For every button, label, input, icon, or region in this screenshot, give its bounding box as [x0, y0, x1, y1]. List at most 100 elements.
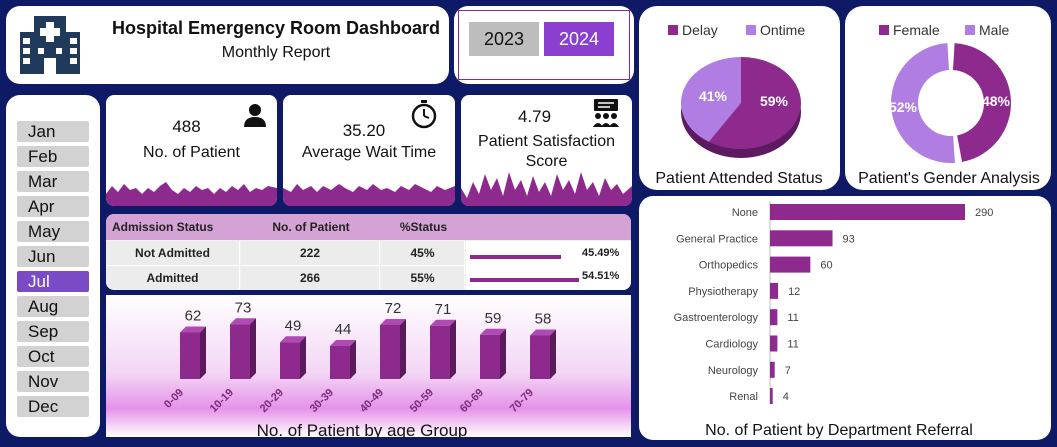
month-button-jun[interactable]: Jun	[17, 246, 89, 267]
department-referral-chart: None 290 General Practice 93 Orthopedics 60 Ph…	[639, 196, 1051, 440]
month-button-apr[interactable]: Apr	[17, 196, 89, 217]
tick-label: 60-69	[458, 387, 486, 415]
attended-status-chart-svg: Delay Ontime 59% 41% Patient Attended Status	[655, 22, 822, 187]
legend-label: Male	[979, 22, 1010, 38]
bar-value-label: 4	[783, 391, 789, 403]
hospital-icon	[20, 16, 80, 74]
kpi-label: Patient Satisfaction Score	[478, 133, 615, 170]
attended-status-chart: Delay Ontime 59% 41% Patient Attended Status	[639, 6, 840, 190]
bar-value-label: 59	[485, 310, 502, 327]
patient-icon	[244, 104, 266, 127]
bar-side	[500, 328, 506, 379]
stopwatch-icon	[411, 100, 437, 129]
kpi-label: Average Wait Time	[301, 144, 437, 161]
month-button-dec[interactable]: Dec	[17, 396, 89, 417]
bar	[770, 361, 775, 378]
month-button-may[interactable]: May	[17, 221, 89, 242]
bar-top	[430, 319, 456, 326]
bar-side	[450, 319, 456, 379]
bar	[770, 282, 779, 299]
table-progress-bar	[470, 278, 580, 282]
bar-top	[280, 336, 306, 343]
kpi-sparkline	[461, 172, 632, 206]
age-group-chart-svg: 62 0-09 73 10-19 49 20-29 44 30-39 72 40-49 71 50-5…	[162, 299, 556, 437]
department-referral-chart-svg: None 290 General Practice 93 Orthopedics 60 Ph…	[674, 201, 993, 439]
pie-slice-ontime	[681, 57, 741, 142]
bar-value-label: 71	[435, 301, 452, 318]
table-bar-label: 45.49%	[582, 247, 620, 259]
tick-label: 0-09	[162, 387, 186, 411]
pie-slice-delay	[708, 57, 801, 149]
table-bar-label: 54.51%	[582, 270, 620, 282]
gender-analysis-chart: Female Male 48% 52% Patient's Gender Analysi…	[845, 6, 1051, 190]
month-button-oct[interactable]: Oct	[17, 346, 89, 367]
bar-top	[330, 340, 356, 346]
month-button-feb[interactable]: Feb	[17, 146, 89, 167]
slice-label: 52%	[889, 99, 918, 115]
chart-title: Patient's Gender Analysis	[858, 170, 1040, 187]
bar	[530, 335, 550, 379]
table-progress-bar	[470, 255, 561, 259]
bar	[180, 332, 200, 379]
tick-label: General Practice	[676, 233, 758, 245]
kpi-sparkline	[106, 182, 277, 206]
tick-label: Gastroenterology	[674, 312, 759, 324]
tick-label: Orthopedics	[699, 260, 759, 272]
table-cell-status: Admitted	[106, 265, 240, 289]
bar-side	[550, 329, 556, 379]
year-button-2023[interactable]: 2023	[469, 22, 539, 56]
bar	[770, 309, 778, 326]
chart-title: Patient Attended Status	[655, 170, 822, 187]
kpi-value: 488	[172, 117, 201, 136]
bar	[770, 335, 778, 352]
tick-label: 40-49	[358, 387, 386, 415]
admission-table: Admission Status No. of Patient %Status …	[106, 214, 631, 290]
month-button-jul[interactable]: Jul	[17, 271, 89, 292]
tick-label: 30-39	[308, 387, 336, 415]
bar-side	[350, 340, 356, 379]
month-button-sep[interactable]: Sep	[17, 321, 89, 342]
bar-value-label: 12	[788, 286, 800, 298]
year-button-2024[interactable]: 2024	[544, 22, 614, 56]
bar-top	[380, 319, 406, 325]
legend-label: Ontime	[760, 22, 805, 38]
kpi-wait-time: 35.20 Average Wait Time	[283, 95, 455, 206]
bar-top	[480, 328, 506, 335]
legend-label: Delay	[682, 22, 718, 38]
month-button-jan[interactable]: Jan	[17, 121, 89, 142]
bar-value-label: 11	[787, 312, 798, 324]
tick-label: 70-79	[508, 387, 536, 415]
chart-title: No. of Patient by age Group	[257, 421, 468, 437]
bar-top	[180, 326, 206, 333]
table-row-bar-cell: 54.51%	[466, 265, 631, 290]
month-button-nov[interactable]: Nov	[17, 371, 89, 392]
table-header: No. of Patient	[241, 214, 381, 240]
group-presentation-icon	[593, 99, 619, 127]
bar-value-label: 72	[385, 300, 402, 317]
tick-label: None	[732, 207, 758, 219]
bar	[380, 325, 400, 379]
kpi-label: No. of Patient	[143, 144, 240, 161]
bar-value-label: 93	[843, 233, 855, 245]
kpi-value: 4.79	[517, 107, 552, 126]
slice-label: 41%	[699, 88, 728, 104]
gender-analysis-chart-svg: Female Male 48% 52% Patient's Gender Analysi…	[858, 22, 1040, 187]
month-button-mar[interactable]: Mar	[17, 171, 89, 192]
legend-swatch	[879, 25, 889, 35]
bar-value-label: 73	[235, 299, 252, 316]
legend-label: Female	[893, 22, 940, 38]
bar	[480, 334, 500, 379]
bar-value-label: 290	[975, 207, 993, 219]
bar-value-label: 44	[335, 321, 352, 338]
year-slicer-frame	[458, 10, 630, 80]
bar-top	[230, 318, 256, 325]
table-cell-pct: 55%	[381, 265, 465, 289]
bar	[770, 230, 833, 247]
table-cell-pct: 45%	[381, 241, 465, 265]
tick-label: Neurology	[708, 365, 759, 377]
table-cell-count: 266	[241, 265, 380, 289]
kpi-sparkline	[283, 184, 455, 206]
month-button-aug[interactable]: Aug	[17, 296, 89, 317]
bar-value-label: 58	[535, 311, 552, 328]
bar-value-label: 49	[285, 317, 302, 334]
